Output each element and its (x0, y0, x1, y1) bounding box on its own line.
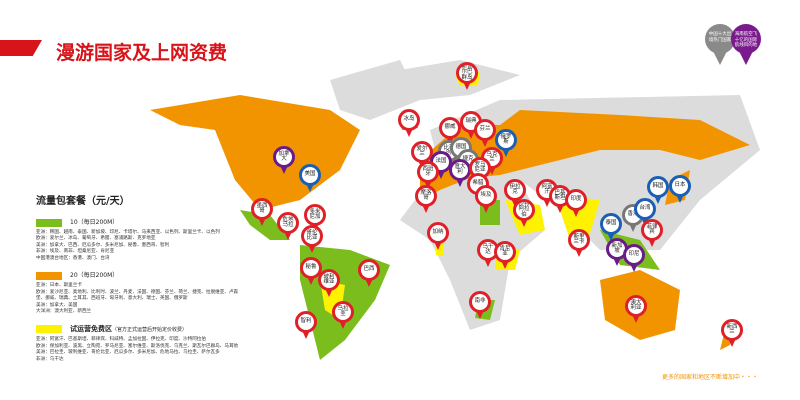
page-title: 漫游国家及上网资费 (56, 42, 228, 64)
pin-label: 加拿大 (273, 146, 295, 168)
pin-label: 澳大利亚 (625, 295, 647, 317)
pin-label: 危地马拉 (277, 212, 299, 234)
tier-countries: 亚洲：日本、斯里兰卡 欧洲：爱沙尼亚、奥地利、比利时、波兰、丹麦、法国、德国、芬… (36, 282, 239, 315)
pin-blue: 美国 (299, 164, 321, 194)
pin-label: 南非 (469, 291, 491, 313)
pin-red: 巴西 (358, 259, 380, 289)
pin-blue: 俄罗斯 (495, 129, 517, 159)
pin-red: 印度 (565, 189, 587, 219)
pin-label: 俄罗斯 (495, 129, 517, 151)
pin-red: 墨西哥 (251, 198, 273, 228)
pin-label: 印度 (565, 189, 587, 211)
pin-red: 加纳 (427, 222, 449, 252)
badges: 中国十大出境热门国家 海南航空飞十亿的国际航线目的地 (705, 24, 775, 74)
legend: 流量包套餐（元/天） 10（每日200M） 亚洲：韩国、越南、泰国、新加坡、印尼… (36, 192, 246, 371)
pin-purple: 加拿大 (273, 146, 295, 176)
pin-label: 泰国 (600, 213, 622, 235)
pin-label: 沙特阿拉伯 (513, 199, 535, 221)
pin-blue: 泰国 (600, 213, 622, 243)
pin-red: 智利 (295, 311, 317, 341)
pin-red: 芬兰 (474, 119, 496, 149)
pin-label: 日本 (669, 175, 691, 197)
pin-red: 埃及 (475, 185, 497, 215)
pin-label: 哥伦比亚 (301, 225, 323, 247)
pin-label: 斯里兰卡 (568, 229, 590, 251)
pin-label: 巴西 (358, 259, 380, 281)
pin-label: 肯尼亚 (494, 241, 516, 263)
pin-label: 玻利维亚 (318, 269, 340, 291)
pin-label: 墨西哥 (251, 198, 273, 220)
pin-label: 加纳 (427, 222, 449, 244)
badge-hna: 海南航空飞十亿的国际航线目的地 (731, 24, 761, 66)
pin-red: 摩洛哥 (415, 185, 437, 215)
pin-red: 菲律宾 (641, 219, 663, 249)
pin-label: 美国 (299, 164, 321, 186)
pin-red: 肯尼亚 (494, 241, 516, 271)
pin-label: 挪威 (439, 117, 461, 139)
pin-blue: 日本 (669, 175, 691, 205)
pin-label: 新西兰 (721, 319, 743, 341)
pin-label: 菲律宾 (641, 219, 663, 241)
pin-label: 智利 (295, 311, 317, 333)
pin-blue: 台湾 (634, 198, 656, 228)
legend-tier-10: 10（每日200M） 亚洲：韩国、越南、泰国、新加坡、印尼、卡塔尔、马来西亚、以… (36, 217, 246, 262)
pin-red: 哥伦比亚 (301, 225, 323, 255)
badge-pointer (738, 49, 754, 65)
pin-blue: 韩国 (647, 176, 669, 206)
pin-label: 冰岛 (398, 109, 420, 131)
pin-label: 多米尼加 (304, 204, 326, 226)
tier-countries: 亚洲：阿富汗、巴基斯坦、菲律宾、科威特、孟加拉国、伊拉克、印度、沙特阿拉伯 欧洲… (36, 336, 239, 362)
pin-label: 伊拉克 (504, 179, 526, 201)
tier-note: （官方正式运营后开始定价收费） (112, 326, 188, 333)
footer-note: 更多的国家和地区不断增加中・・・ (662, 374, 759, 381)
pin-red: 秘鲁 (300, 257, 322, 287)
pin-red: 乌拉圭 (332, 301, 354, 331)
pin-label: 台湾 (634, 198, 656, 220)
swatch-orange (36, 271, 62, 280)
swatch-green (36, 218, 62, 227)
pin-red: 危地马拉 (277, 212, 299, 242)
tier-label: 试运营免费区 (70, 324, 112, 333)
pin-red: 冰岛 (398, 109, 420, 139)
badge-text: 海南航空飞十亿的国际航线目的地 (731, 24, 761, 54)
tier-label: 20（每日200M） (70, 272, 119, 280)
pin-red: 沙特阿拉伯 (513, 199, 535, 229)
swatch-yellow (36, 325, 62, 334)
badge-pointer (712, 49, 728, 65)
pin-red: 南非 (469, 291, 491, 321)
pin-label: 韩国 (647, 176, 669, 198)
pin-label: 秘鲁 (300, 257, 322, 279)
pin-purple: 印尼 (623, 244, 645, 274)
legend-tier-trial: 试运营免费区（官方正式运营后开始定价收费） 亚洲：阿富汗、巴基斯坦、菲律宾、科威… (36, 324, 246, 363)
pin-label: 斯瓦尔巴群岛 (456, 62, 478, 84)
tier-label: 10（每日200M） (70, 219, 119, 226)
legend-tier-20: 20（每日200M） 亚洲：日本、斯里兰卡 欧洲：爱沙尼亚、奥地利、比利时、波兰… (36, 270, 246, 315)
pin-red: 斯里兰卡 (568, 229, 590, 259)
pin-red: 挪威 (439, 117, 461, 147)
pin-label: 埃及 (475, 185, 497, 207)
pin-label: 爱尔兰 (411, 141, 433, 163)
tier-countries: 亚洲：韩国、越南、泰国、新加坡、印尼、卡塔尔、马来西亚、以色列、斯里兰卡、以色列… (36, 229, 220, 261)
pin-label: 乌拉圭 (332, 301, 354, 323)
legend-heading: 流量包套餐（元/天） (36, 196, 130, 207)
pin-label: 摩洛哥 (415, 185, 437, 207)
pin-label: 印尼 (623, 244, 645, 266)
title-accent-bar (0, 40, 42, 56)
pin-red: 斯瓦尔巴群岛 (456, 62, 478, 92)
pin-red: 玻利维亚 (318, 269, 340, 299)
pin-red: 伊拉克 (504, 179, 526, 209)
pin-label: 西班牙 (417, 161, 439, 183)
pin-red: 新西兰 (721, 319, 743, 349)
pin-red: 澳大利亚 (625, 295, 647, 325)
pin-label: 芬兰 (474, 119, 496, 141)
badge-top10: 中国十大出境热门国家 (705, 24, 735, 66)
